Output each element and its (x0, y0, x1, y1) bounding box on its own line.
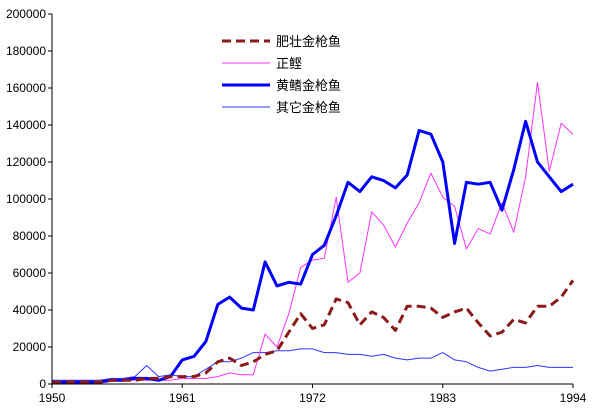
legend-label-2: 黄鳍金枪鱼 (276, 78, 341, 94)
x-axis: 1950 1961 1972 1983 1994 (39, 384, 587, 405)
y-tick-label: 20000 (13, 340, 47, 354)
legend-label-3: 其它金枪鱼 (276, 100, 341, 116)
y-tick-label: 120000 (6, 155, 46, 169)
x-tick-label: 1950 (39, 391, 66, 405)
x-tick-label: 1994 (560, 391, 587, 405)
x-tick-label: 1961 (169, 391, 196, 405)
y-tick-label: 40000 (13, 303, 47, 317)
legend-label-1: 正鲣 (276, 57, 302, 72)
y-axis: 0 20000 40000 60000 80000 100000 120000 140000 1… (6, 7, 52, 391)
y-tick-label: 60000 (13, 266, 47, 280)
x-tick-label: 1972 (299, 391, 326, 405)
series-line-1 (52, 82, 574, 383)
y-tick-label: 160000 (6, 81, 46, 95)
series-line-2 (52, 119, 574, 384)
y-tick-label: 0 (39, 377, 46, 391)
x-tick-label: 1983 (429, 391, 456, 405)
legend-label-0: 肥壮金枪鱼 (276, 34, 341, 50)
series-line-0 (52, 279, 575, 384)
y-tick-label: 180000 (6, 44, 46, 58)
series-line-3 (52, 348, 573, 381)
y-tick-label: 200000 (6, 7, 46, 21)
y-tick-label: 80000 (13, 229, 47, 243)
y-tick-label: 140000 (6, 118, 46, 132)
y-tick-label: 100000 (6, 192, 46, 206)
series-lines (52, 82, 575, 384)
